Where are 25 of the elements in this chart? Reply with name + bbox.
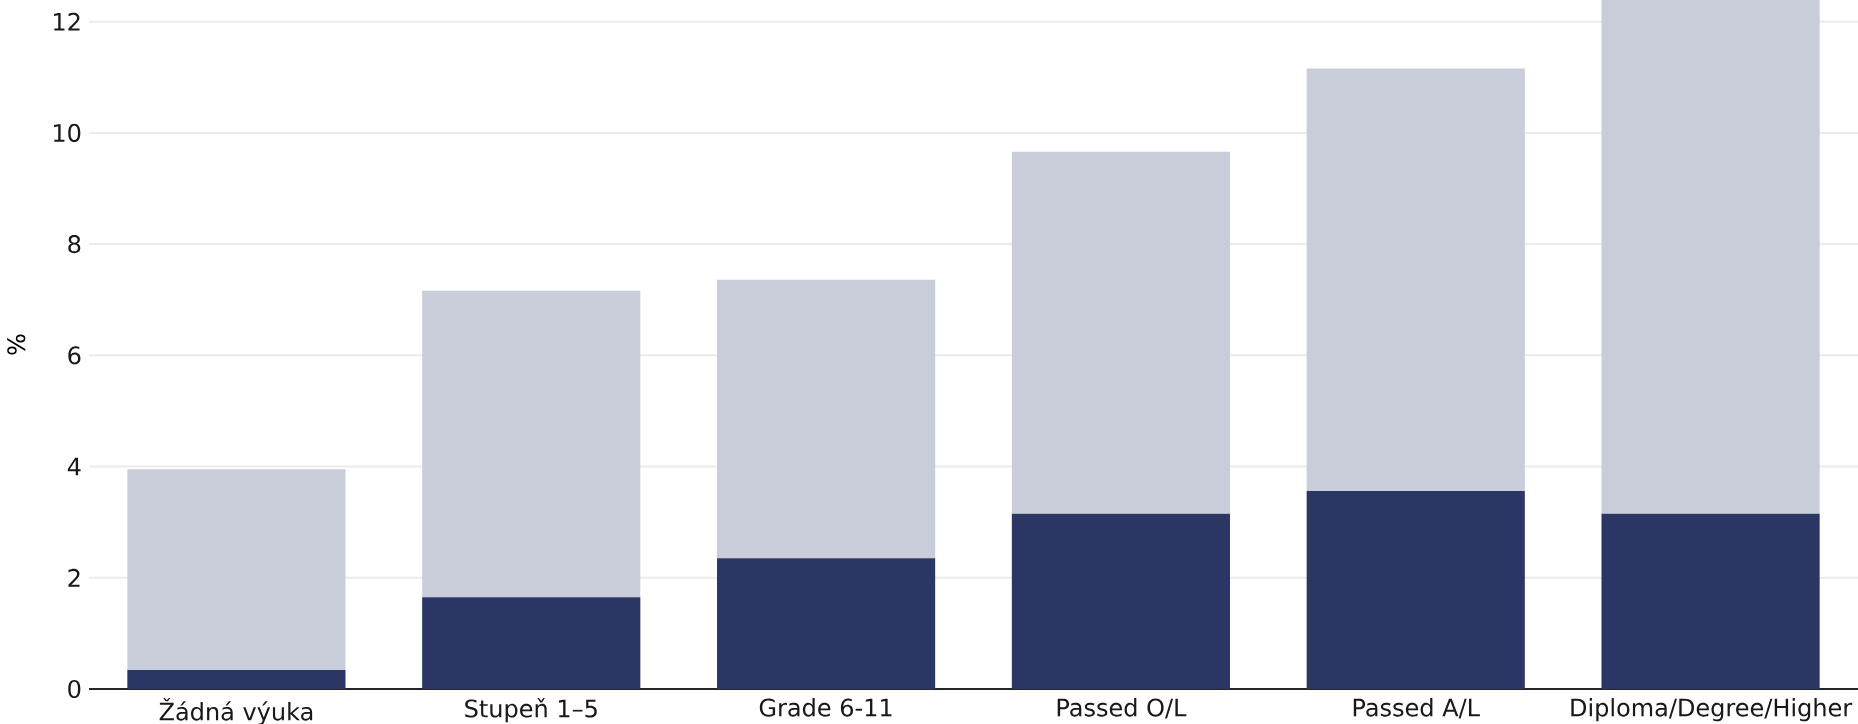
bar: [717, 279, 936, 559]
y-tick-label: 10: [54, 123, 81, 142]
x-tick-label: Stupeň 1–5: [465, 698, 597, 723]
bar: [127, 670, 346, 689]
bar: [1306, 491, 1525, 689]
x-tick-label: Grade 6-11: [759, 698, 892, 717]
y-axis-title: %: [7, 334, 26, 355]
y-tick-label: 6: [68, 346, 81, 365]
x-tick-label: Diploma/Degree/Higher: [1571, 698, 1853, 722]
bar: [422, 597, 641, 689]
bar: [1306, 68, 1525, 492]
y-tick-label: 12: [54, 12, 80, 31]
y-tick-label: 2: [68, 568, 80, 587]
y-tick-label: 0: [68, 679, 81, 699]
bar: [1601, 513, 1820, 689]
x-tick-label: Passed O/L: [1057, 698, 1187, 719]
bar: [422, 290, 641, 598]
bar: [1011, 513, 1231, 689]
bar: [717, 558, 936, 689]
y-tick-label: 8: [68, 235, 81, 254]
x-tick-label: Passed A/L: [1353, 698, 1480, 719]
bar: [1601, 0, 1820, 514]
y-tick-label: 4: [67, 457, 81, 476]
bar: [1011, 151, 1231, 514]
bar: [127, 469, 346, 671]
